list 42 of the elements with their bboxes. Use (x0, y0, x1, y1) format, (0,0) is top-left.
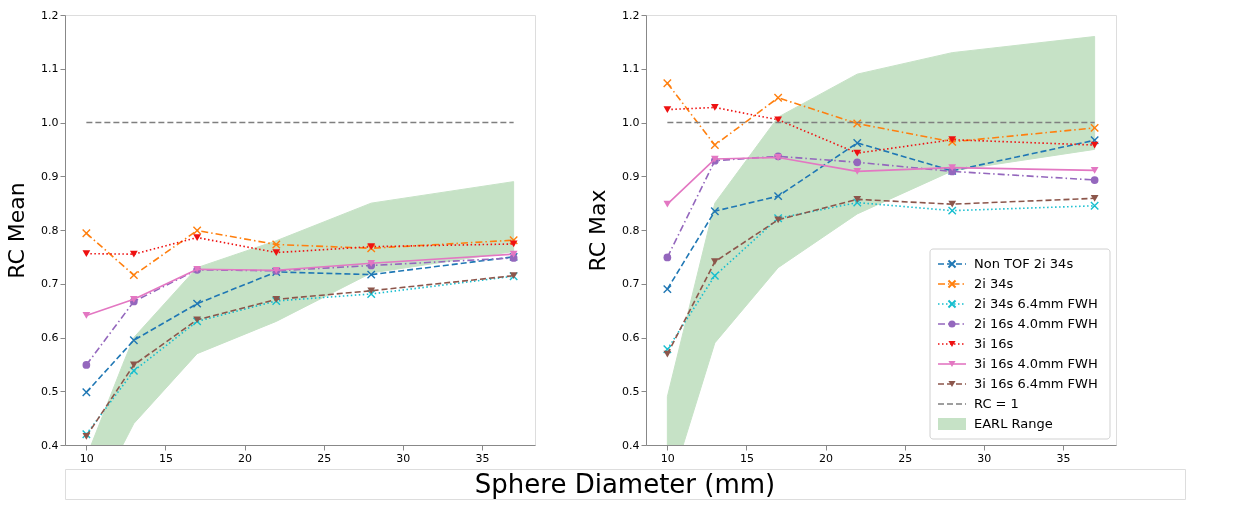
y-tick-label: 0.6 (622, 331, 640, 344)
x-tick-label: 10 (660, 451, 675, 465)
x-tick-label: 20 (238, 451, 253, 465)
y-tick-label: 1.0 (622, 116, 640, 129)
y-tick-label: 0.4 (622, 438, 640, 452)
legend-label: 3i 16s 6.4mm FWH (974, 376, 1098, 391)
y-tick-label: 0.9 (622, 169, 640, 183)
x-tick-label: 15 (739, 451, 754, 465)
x-tick-label: 25 (317, 451, 332, 465)
y-tick-label: 0.7 (622, 277, 640, 291)
y-tick-label: 1.2 (41, 8, 59, 22)
legend-label: 2i 34s 6.4mm FWH (974, 296, 1098, 311)
y-axis-title: RC Mean (4, 182, 30, 279)
y-axis-title: RC Max (585, 189, 611, 272)
legend-label: EARL Range (974, 416, 1053, 431)
x-tick-label: 25 (898, 451, 913, 465)
x-tick-label: 15 (158, 451, 173, 465)
y-tick-label: 0.5 (622, 384, 640, 398)
y-tick-label: 1.0 (41, 116, 59, 129)
y-tick-label: 0.7 (41, 277, 59, 291)
y-tick-label: 0.4 (41, 438, 59, 452)
x-axis-title: Sphere Diameter (mm) (474, 469, 776, 499)
legend-label: 3i 16s (974, 336, 1014, 351)
y-tick-label: 0.5 (41, 384, 59, 398)
y-tick-label: 0.8 (41, 223, 59, 237)
x-tick-label: 35 (1056, 451, 1071, 465)
legend-label: Non TOF 2i 34s (974, 256, 1074, 271)
legend-label: 3i 16s 4.0mm FWH (974, 356, 1098, 371)
legend-label: RC = 1 (974, 396, 1019, 411)
x-tick-label: 30 (977, 451, 992, 465)
legend-label: 2i 34s (974, 276, 1014, 291)
y-tick-label: 0.6 (41, 331, 59, 344)
x-tick-label: 35 (475, 451, 490, 465)
x-tick-label: 30 (396, 451, 411, 465)
y-tick-label: 1.2 (622, 8, 640, 22)
y-tick-label: 1.1 (41, 62, 59, 76)
y-tick-label: 1.1 (622, 62, 640, 76)
legend-label: 2i 16s 4.0mm FWH (974, 316, 1098, 331)
x-tick-label: 20 (819, 451, 834, 465)
x-tick-label: 10 (79, 451, 94, 465)
y-tick-label: 0.8 (622, 223, 640, 237)
y-tick-label: 0.9 (41, 169, 59, 183)
